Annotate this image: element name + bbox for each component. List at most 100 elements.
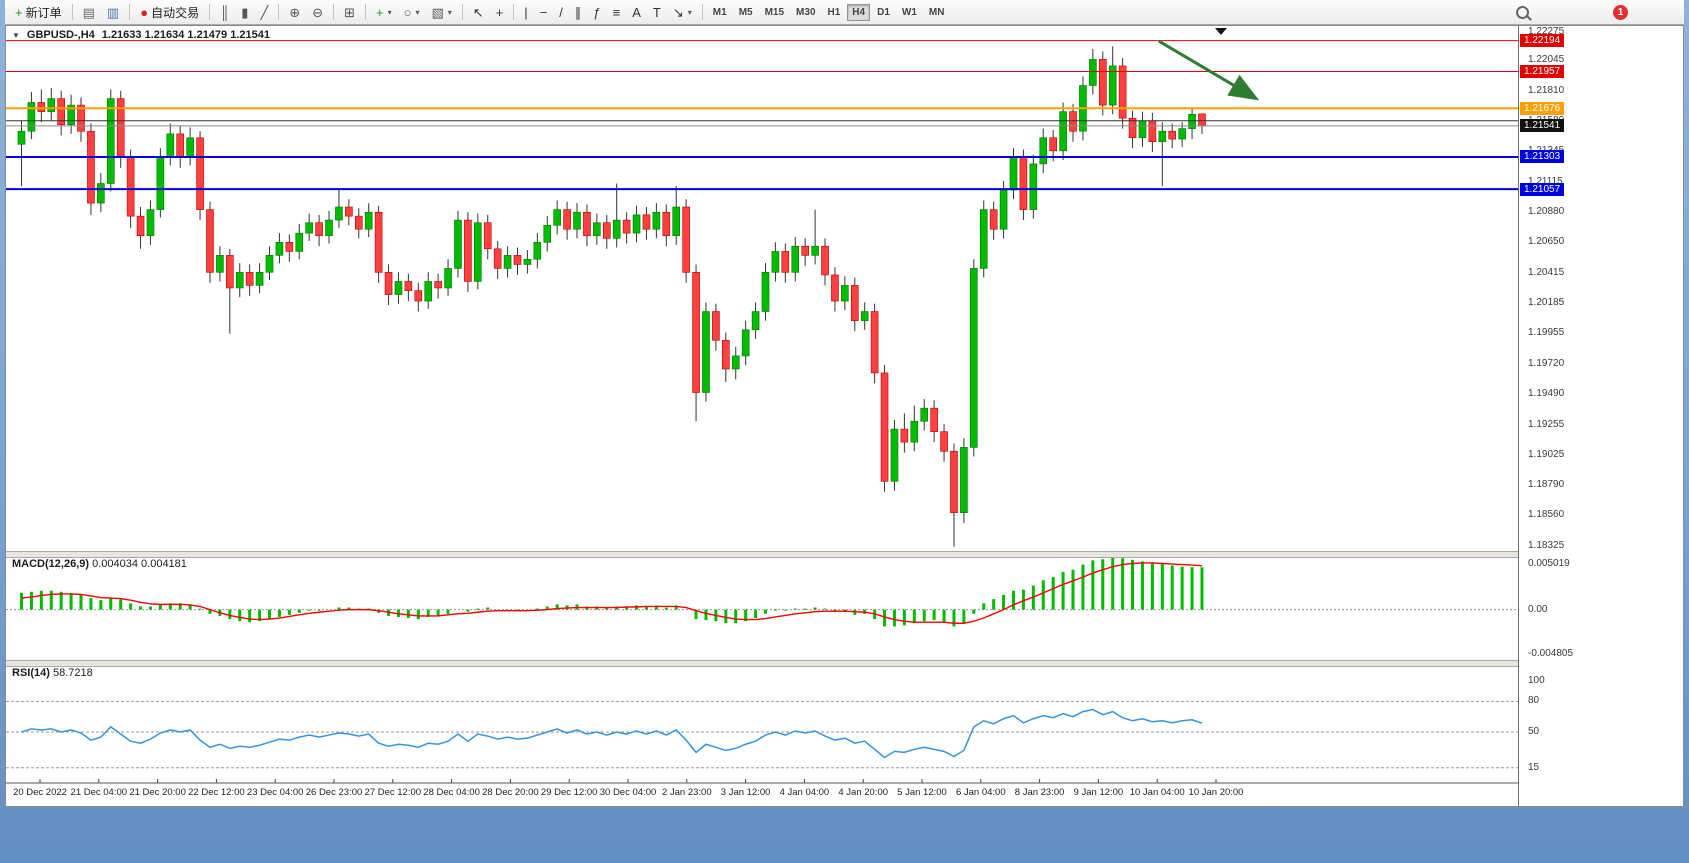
collapse-caret-icon[interactable]: ▼	[12, 31, 20, 40]
price-axis-label: 1.20650	[1528, 236, 1565, 248]
trendline-button[interactable]: /	[554, 2, 568, 22]
green-arrow-annotation	[1158, 39, 1260, 101]
price-axis-label: 1.19025	[1528, 448, 1565, 460]
toolbar-separator	[333, 4, 335, 20]
autotrading-icon: ●	[140, 4, 149, 20]
timeframe-m5-button[interactable]: M5	[734, 4, 758, 21]
price-axis-label: 1.22275	[1528, 26, 1565, 37]
crosshair-button[interactable]: +	[491, 2, 509, 22]
fibonacci-icon: ƒ	[593, 4, 601, 20]
charts-window-button[interactable]: ▤	[78, 2, 100, 22]
dropdown-caret-icon: ▾	[447, 7, 452, 17]
price-badge: 1.21057	[1520, 182, 1565, 196]
time-label: 9 Jan 12:00	[1073, 787, 1124, 798]
grid-icon: ≡	[612, 4, 621, 20]
equidistant-channel-icon: ∥	[574, 4, 582, 20]
crosshair-icon: +	[495, 4, 504, 20]
timeframe-h1-button[interactable]: H1	[823, 4, 846, 21]
bar-chart-button[interactable]: ║	[215, 2, 234, 22]
price-axis-label: 1.21810	[1528, 84, 1565, 96]
arrows-button[interactable]: ↘ ▾	[668, 2, 697, 22]
grid-button[interactable]: ≡	[608, 2, 626, 22]
rsi-axis-label: 50	[1528, 726, 1540, 737]
time-label: 27 Dec 12:00	[364, 787, 422, 798]
rsi-panel-separator[interactable]	[6, 660, 1683, 667]
time-label: 10 Jan 04:00	[1129, 787, 1185, 798]
rsi-line	[21, 708, 1203, 759]
profiles-button[interactable]: ▥	[102, 2, 124, 22]
macd-panel-separator[interactable]	[6, 551, 1683, 558]
periods-icon: ○	[403, 4, 412, 20]
chart-area[interactable]: ▼ GBPUSD-,H4 1.21633 1.21634 1.21479 1.2…	[5, 25, 1684, 807]
rsi-axis-label: 100	[1528, 675, 1545, 686]
time-label: 20 Dec 2022	[13, 787, 67, 798]
price-axis-label: 1.21115	[1528, 175, 1563, 187]
search-icon[interactable]	[1516, 5, 1529, 19]
price-axis-label: 1.19955	[1528, 327, 1565, 339]
time-axis: 20 Dec 2022 21 Dec 04:00 21 Dec 20:00 22 De…	[6, 784, 1518, 804]
horizontal-line-button[interactable]: −	[535, 2, 553, 22]
rsi-axis-label: 15	[1528, 761, 1540, 773]
timeframe-d1-button[interactable]: D1	[872, 4, 895, 21]
timeframe-m30-button[interactable]: M30	[791, 4, 820, 21]
text-label-icon: T	[652, 4, 661, 20]
equidistant-channel-button[interactable]: ∥	[570, 2, 587, 22]
candlestick-chart-button[interactable]: ▮	[236, 2, 253, 22]
tile-windows-button[interactable]: ⊞	[339, 2, 360, 22]
toolbar-separator	[278, 4, 280, 20]
macd-histogram-layer	[20, 557, 1204, 627]
dropdown-caret-icon: ▾	[415, 7, 420, 17]
cursor-button[interactable]: ↖	[468, 2, 489, 22]
arrows-icon: ↘	[672, 4, 684, 20]
fibonacci-button[interactable]: ƒ	[588, 2, 605, 22]
price-badge: 1.21957	[1520, 65, 1565, 79]
vertical-line-button[interactable]: |	[519, 2, 532, 22]
macd-axis-label: -0.004805	[1528, 648, 1574, 659]
indicators-button[interactable]: + ▾	[371, 2, 397, 22]
macd-axis-label: 0.00	[1528, 603, 1548, 615]
time-label: 30 Dec 04:00	[599, 787, 657, 798]
toolbar-separator	[513, 4, 515, 20]
tile-windows-icon: ⊞	[344, 4, 355, 20]
macd-panel-label: MACD(12,26,9) 0.004034 0.004181	[12, 558, 187, 570]
toolbar-separator	[71, 4, 73, 20]
candles-layer	[17, 46, 1206, 547]
macd-signal-line	[21, 562, 1203, 624]
symbol-period-label: GBPUSD-,H4	[26, 29, 95, 41]
time-label: 3 Jan 12:00	[720, 787, 771, 798]
text-button[interactable]: A	[627, 2, 646, 22]
new-order-button-label: 新订单	[25, 5, 62, 20]
periods-button[interactable]: ○ ▾	[399, 2, 425, 22]
zoom-in-button[interactable]: ⊕	[284, 2, 305, 22]
new-order-button[interactable]: + 新订单	[10, 2, 67, 22]
candlestick-chart-icon: ▮	[241, 4, 249, 20]
notification-badge[interactable]: 1	[1613, 4, 1628, 20]
autotrading-button[interactable]: ● 自动交易	[135, 2, 204, 22]
timeframe-w1-button[interactable]: W1	[897, 4, 922, 21]
timeframe-m1-button[interactable]: M1	[708, 4, 732, 21]
text-label-button[interactable]: T	[648, 2, 666, 22]
price-badge: 1.21676	[1520, 101, 1565, 115]
time-label: 28 Dec 20:00	[482, 787, 539, 798]
line-chart-button[interactable]: ╱	[255, 2, 273, 22]
time-label: 6 Jan 04:00	[955, 787, 1006, 798]
timeframe-m15-button[interactable]: M15	[760, 4, 789, 21]
toolbar-groups: + 新订单 ▤ ▥ ● 自动交易 ║ ▮ ╱ ⊕ ⊖ ⊞ + ▾ ○ ▾ ▧ ▾ ↖ + | − / ∥ ƒ ≡ A T ↘ ▾ M1 M5 M…	[9, 2, 950, 22]
trendline-icon: /	[559, 4, 563, 20]
time-label: 28 Dec 04:00	[423, 787, 480, 798]
templates-button[interactable]: ▧ ▾	[426, 2, 456, 22]
timeframe-mn-button[interactable]: MN	[924, 4, 950, 21]
zoom-out-button[interactable]: ⊖	[307, 2, 328, 22]
price-axis-label: 1.18325	[1528, 540, 1565, 551]
rsi-name: RSI(14)	[12, 667, 50, 679]
indicators-icon: +	[376, 4, 384, 20]
time-label: 8 Jan 23:00	[1014, 787, 1065, 798]
charts-window-icon: ▤	[82, 4, 95, 20]
price-badge: 1.21541	[1520, 119, 1565, 133]
toolbar-right: 1	[1516, 4, 1680, 20]
timeframe-h4-button[interactable]: H4	[847, 3, 871, 21]
new-order-icon: +	[15, 4, 23, 20]
dropdown-caret-icon: ▾	[387, 7, 392, 17]
macd-current-values: 0.004034 0.004181	[92, 558, 187, 570]
